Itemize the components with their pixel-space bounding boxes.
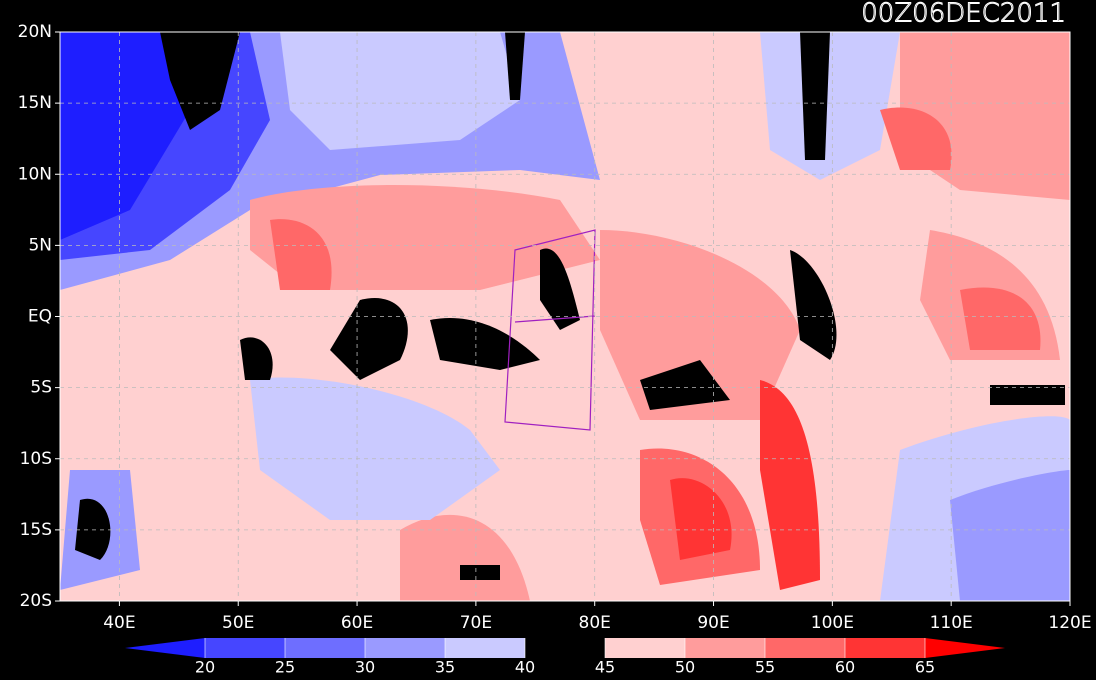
field-contours bbox=[75, 32, 1065, 580]
lat-label: 10N bbox=[18, 164, 52, 184]
map-frame bbox=[59, 31, 1071, 602]
colorbar-label: 50 bbox=[675, 658, 695, 677]
colorbar-swatch bbox=[365, 638, 445, 658]
field-region bbox=[880, 107, 952, 170]
field-region bbox=[505, 32, 525, 100]
lon-label: 110E bbox=[930, 613, 973, 633]
lat-label: 15N bbox=[18, 93, 52, 113]
lon-label: 100E bbox=[811, 613, 854, 633]
field-region bbox=[990, 385, 1065, 405]
colorbar-arrow bbox=[125, 638, 205, 658]
lat-label: 5N bbox=[28, 235, 52, 255]
lon-label: 60E bbox=[341, 613, 373, 633]
lon-label: 70E bbox=[460, 613, 492, 633]
field-region bbox=[330, 298, 408, 380]
colorbar-swatch bbox=[205, 638, 285, 658]
field-region bbox=[760, 32, 900, 180]
field-region bbox=[60, 32, 190, 240]
field-region bbox=[960, 287, 1041, 350]
lat-label: 10S bbox=[20, 449, 52, 469]
lat-label: 15S bbox=[20, 520, 52, 540]
field-region bbox=[240, 337, 273, 380]
lat-label: 5S bbox=[30, 378, 52, 398]
lat-label: EQ bbox=[28, 307, 52, 327]
box-outline bbox=[504, 229, 596, 431]
colorbar-label: 65 bbox=[915, 658, 935, 677]
lon-label: 90E bbox=[697, 613, 729, 633]
field bbox=[60, 32, 1070, 601]
lon-label: 120E bbox=[1048, 613, 1091, 633]
title: 00Z06DEC2011 bbox=[861, 0, 1066, 29]
colorbar-swatch bbox=[685, 638, 765, 658]
colorbar-label: 40 bbox=[515, 658, 535, 677]
colorbar-label: 20 bbox=[195, 658, 215, 677]
colorbar-label: 55 bbox=[755, 658, 775, 677]
field-region bbox=[160, 32, 240, 130]
field-region bbox=[430, 318, 540, 370]
colorbar-swatch bbox=[445, 638, 525, 658]
field-region bbox=[600, 230, 800, 420]
field-region bbox=[250, 377, 500, 520]
colorbar: 20 25 30 35 40 45 50 55 60 65 bbox=[125, 638, 1005, 677]
field-region bbox=[280, 32, 520, 150]
field-region bbox=[640, 360, 730, 410]
field-region bbox=[760, 380, 820, 590]
lat-label: 20N bbox=[18, 22, 52, 42]
colorbar-swatch bbox=[285, 638, 365, 658]
field-region bbox=[540, 248, 580, 330]
lon-label: 80E bbox=[579, 613, 611, 633]
colorbar-label: 60 bbox=[835, 658, 855, 677]
colorbar-swatch bbox=[525, 638, 605, 658]
colorbar-arrow bbox=[925, 638, 1005, 658]
lon-label: 50E bbox=[222, 613, 254, 633]
colorbar-label: 25 bbox=[275, 658, 295, 677]
colorbar-swatch bbox=[765, 638, 845, 658]
lon-label: 40E bbox=[103, 613, 135, 633]
field-region bbox=[250, 185, 600, 290]
field-region bbox=[800, 32, 830, 160]
colorbar-label: 30 bbox=[355, 658, 375, 677]
colorbar-label: 45 bbox=[595, 658, 615, 677]
field-region bbox=[460, 565, 500, 580]
field-region bbox=[790, 250, 837, 360]
field-region bbox=[670, 478, 732, 560]
lat-label: 20S bbox=[20, 591, 52, 611]
colorbar-swatch bbox=[845, 638, 925, 658]
colorbar-label: 35 bbox=[435, 658, 455, 677]
field-region bbox=[950, 470, 1070, 601]
field-region bbox=[270, 219, 332, 290]
field-region bbox=[75, 498, 111, 560]
colorbar-swatch bbox=[605, 638, 685, 658]
